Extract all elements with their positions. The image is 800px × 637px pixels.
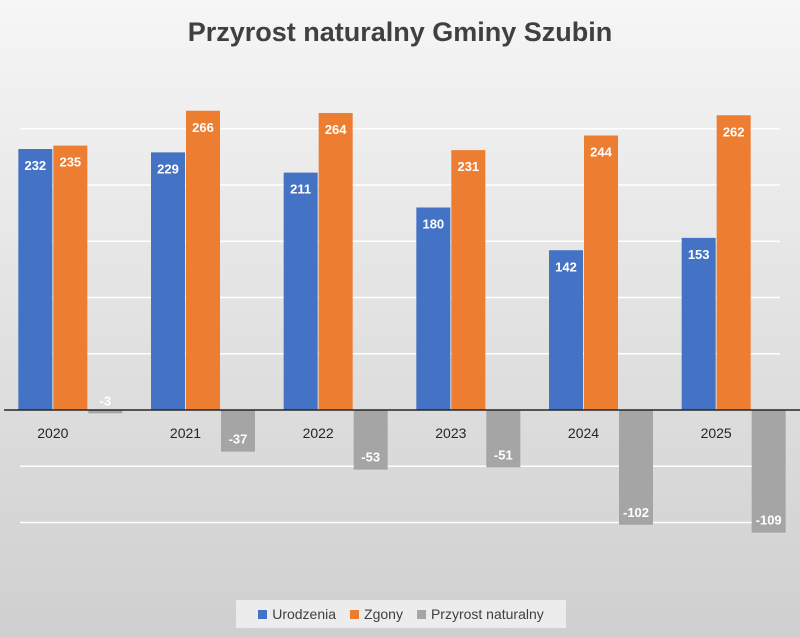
data-label: 266: [192, 120, 214, 135]
x-tick-label: 2024: [568, 425, 599, 441]
bar-urodzenia-2024: [549, 250, 583, 410]
bar-zgony-2025: [716, 115, 751, 410]
bar-przyrost-naturalny-2022: [353, 410, 388, 470]
x-tick-label: 2022: [303, 425, 334, 441]
x-tick-label: 2025: [701, 425, 732, 441]
bar-urodzenia-2021: [151, 152, 185, 410]
legend-swatch: [258, 609, 268, 619]
data-label: 229: [157, 161, 179, 176]
bar-przyrost-naturalny-2025: [751, 410, 786, 533]
data-label: 153: [688, 247, 710, 262]
bar-zgony-2020: [53, 145, 88, 410]
legend-label: Przyrost naturalny: [430, 606, 544, 622]
bars: [4, 110, 800, 533]
data-label: -53: [361, 450, 380, 465]
bar-urodzenia-2025: [681, 237, 716, 410]
bar-urodzenia-2022: [283, 172, 318, 410]
legend-item: Przyrost naturalny: [416, 606, 544, 622]
data-label: 232: [24, 158, 46, 173]
bar-zgony-2023: [451, 150, 486, 410]
data-label: 211: [290, 182, 311, 197]
bar-urodzenia-2023: [416, 207, 451, 410]
bar-zgony-2021: [186, 110, 220, 410]
data-label: 235: [59, 155, 81, 170]
x-tick-label: 2020: [37, 425, 68, 441]
data-label: 244: [590, 145, 612, 160]
gridlines: [20, 128, 780, 524]
bar-przyrost-naturalny-2021: [221, 410, 255, 452]
legend-item: Zgony: [350, 606, 403, 622]
legend-swatch: [350, 609, 360, 619]
data-label: -109: [756, 513, 782, 528]
data-label: 264: [325, 122, 347, 137]
legend: Urodzenia Zgony Przyrost naturalny: [236, 600, 566, 628]
data-label: -3: [100, 393, 112, 408]
data-label: 231: [457, 159, 479, 174]
data-label: -51: [494, 447, 513, 462]
data-label: 142: [555, 259, 577, 274]
bar-przyrost-naturalny-2023: [486, 410, 521, 468]
legend-swatch: [416, 609, 426, 619]
bar-urodzenia-2020: [18, 149, 53, 410]
data-label: 262: [723, 124, 745, 139]
bar-zgony-2024: [584, 135, 618, 410]
legend-label: Zgony: [364, 606, 403, 622]
data-label: -102: [623, 505, 649, 520]
bar-przyrost-naturalny-2024: [619, 410, 653, 525]
bar-zgony-2022: [318, 113, 353, 410]
data-label: 180: [422, 217, 444, 232]
x-tick-label: 2021: [170, 425, 201, 441]
chart-title: Przyrost naturalny Gminy Szubin: [188, 17, 613, 47]
bar-przyrost-naturalny-2020: [88, 410, 123, 414]
data-label: -37: [229, 432, 248, 447]
x-tick-label: 2023: [435, 425, 466, 441]
labels: 232 235 -3 2020 229 266 -37 2021 211 264 -53 2022 18…: [24, 120, 781, 528]
legend-label: Urodzenia: [272, 606, 337, 622]
legend-item: Urodzenia: [258, 606, 336, 622]
